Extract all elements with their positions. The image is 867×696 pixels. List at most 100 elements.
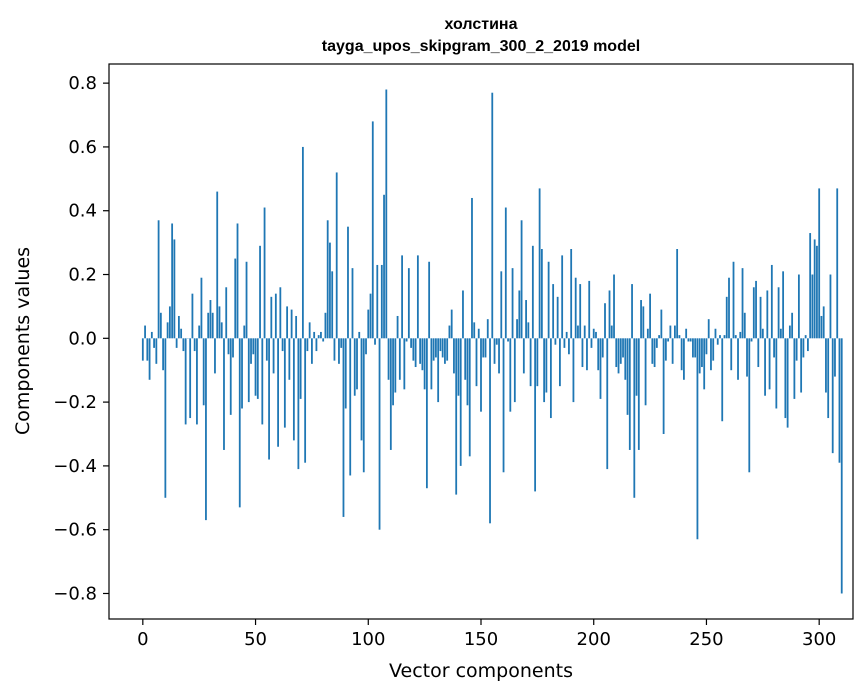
bar xyxy=(365,338,367,355)
bar xyxy=(425,338,428,489)
bar xyxy=(453,338,455,374)
bar xyxy=(531,245,534,339)
bar xyxy=(793,338,796,399)
bar xyxy=(311,338,313,364)
bar xyxy=(563,338,566,348)
bar xyxy=(389,338,392,450)
bar xyxy=(349,338,352,476)
bar xyxy=(423,338,426,390)
bar xyxy=(525,300,527,339)
bar xyxy=(820,315,823,339)
bar xyxy=(540,249,543,339)
bar xyxy=(360,338,363,441)
bar xyxy=(238,338,241,508)
y-tick-label: −0.2 xyxy=(53,392,97,413)
bar xyxy=(193,338,196,352)
bar xyxy=(804,335,807,339)
bar xyxy=(198,325,201,339)
y-tick-label: −0.6 xyxy=(53,520,97,541)
bar xyxy=(743,312,746,339)
bar xyxy=(468,338,471,457)
bar xyxy=(764,338,766,396)
bar xyxy=(590,338,593,348)
bar xyxy=(701,338,703,368)
bar xyxy=(831,338,834,454)
bar xyxy=(308,322,311,339)
bar xyxy=(509,338,512,412)
bar xyxy=(802,338,805,358)
bar xyxy=(809,233,812,339)
bar xyxy=(482,338,485,358)
bar xyxy=(698,338,701,374)
bar xyxy=(484,338,487,358)
bar xyxy=(290,309,293,339)
bar xyxy=(315,338,318,352)
bar xyxy=(367,309,370,339)
bar xyxy=(157,220,160,339)
bar xyxy=(435,338,437,358)
bar xyxy=(516,319,518,339)
x-tick-label: 0 xyxy=(137,629,148,650)
bar xyxy=(642,306,645,339)
chart-title: холстина xyxy=(445,16,518,33)
bar xyxy=(721,338,724,422)
bar xyxy=(568,338,570,355)
bar xyxy=(791,312,794,339)
bar xyxy=(281,338,284,352)
bar xyxy=(214,338,216,374)
y-axis-label: Components values xyxy=(12,247,34,435)
bar xyxy=(162,338,165,371)
bar xyxy=(241,338,243,409)
bar xyxy=(761,328,764,339)
bar xyxy=(714,328,717,339)
bar xyxy=(371,121,374,339)
bar xyxy=(653,338,656,368)
bar xyxy=(840,338,843,594)
bar xyxy=(748,338,751,473)
bar xyxy=(471,197,473,339)
bar xyxy=(259,245,261,339)
bar xyxy=(723,335,726,339)
y-tick-label: 0.8 xyxy=(68,73,97,94)
plot-frame xyxy=(108,63,854,620)
bar xyxy=(606,338,609,470)
bar xyxy=(581,338,584,368)
bar xyxy=(644,338,647,406)
bar xyxy=(775,338,778,409)
bar xyxy=(457,338,460,396)
bar xyxy=(538,188,541,339)
bar xyxy=(223,338,225,450)
bar xyxy=(561,255,564,339)
bar xyxy=(586,338,588,371)
bar xyxy=(480,338,482,412)
bar xyxy=(227,338,230,355)
bar xyxy=(601,338,604,358)
bar xyxy=(489,338,491,524)
bar xyxy=(610,325,613,339)
bar xyxy=(421,338,424,371)
bar xyxy=(680,338,683,371)
bar xyxy=(414,338,417,368)
bar xyxy=(225,287,228,339)
x-axis: 0 50 100 150 200 250 300 xyxy=(137,619,836,650)
bar xyxy=(622,338,624,358)
bar xyxy=(446,338,449,361)
bar xyxy=(254,338,257,396)
bar xyxy=(410,338,413,348)
bar xyxy=(448,325,451,339)
bar xyxy=(263,207,266,339)
bar xyxy=(245,261,248,339)
bar xyxy=(773,338,775,358)
bar xyxy=(730,338,733,371)
bar xyxy=(486,319,489,339)
bar xyxy=(660,309,663,339)
bar xyxy=(664,338,667,361)
bar xyxy=(398,338,401,380)
bar xyxy=(752,287,755,339)
bar xyxy=(430,338,433,390)
bar xyxy=(459,338,462,466)
bar xyxy=(171,223,174,339)
bar xyxy=(191,293,194,339)
bar xyxy=(261,338,264,425)
bar xyxy=(182,338,185,352)
